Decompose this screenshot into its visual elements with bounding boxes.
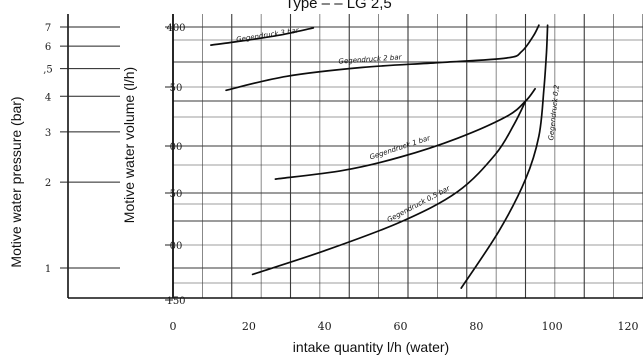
chart-title: Type – – LG 2,5 [285,0,392,12]
series-label: Gegendruck 0,2 [547,84,561,141]
volume-tick-label: 50 [170,83,183,94]
y-axis-label-pressure: Motive water pressure (bar) [8,96,24,267]
volume-tick-label: 150 [166,296,185,307]
pressure-tick-label: 6 [45,42,51,53]
volume-tick-label: 00 [170,142,183,153]
y-axis-label-volume: Motive water volume (l/h) [121,67,137,223]
x-tick-label: 60 [394,320,408,333]
pressure-tick-label: 7 [45,23,51,34]
x-tick-label: 40 [318,320,332,333]
x-tick-label: 120 [618,320,639,333]
series-line [460,24,549,289]
axes [67,14,643,299]
series-line [251,100,527,276]
grid [172,14,643,298]
pressure-tick-label: 4 [45,92,51,103]
pressure-tick-label: 1 [45,264,51,275]
series-line [225,24,540,92]
x-axis: 0 20 40 60 80 100 120 [170,320,639,333]
series-line [210,27,315,46]
volume-axis: 400 50 00 50 00 150 [165,23,186,307]
pressure-tick-label: 2 [45,178,51,189]
volume-tick-label: 50 [170,189,183,200]
x-tick-label: 80 [469,320,483,333]
pressure-tick-label: ,5 [43,65,53,76]
pressure-axis: 7 6 ,5 4 3 2 1 [43,23,120,275]
pressure-tick-label: 3 [45,128,51,139]
x-tick-label: 100 [542,320,563,333]
series-label: Gegendruck 2 bar [338,53,403,65]
volume-tick-label: 400 [166,23,185,34]
x-tick-label: 0 [170,320,177,333]
x-tick-label: 20 [242,320,256,333]
x-axis-label: intake quantity l/h (water) [293,339,449,355]
volume-tick-label: 00 [170,241,183,252]
